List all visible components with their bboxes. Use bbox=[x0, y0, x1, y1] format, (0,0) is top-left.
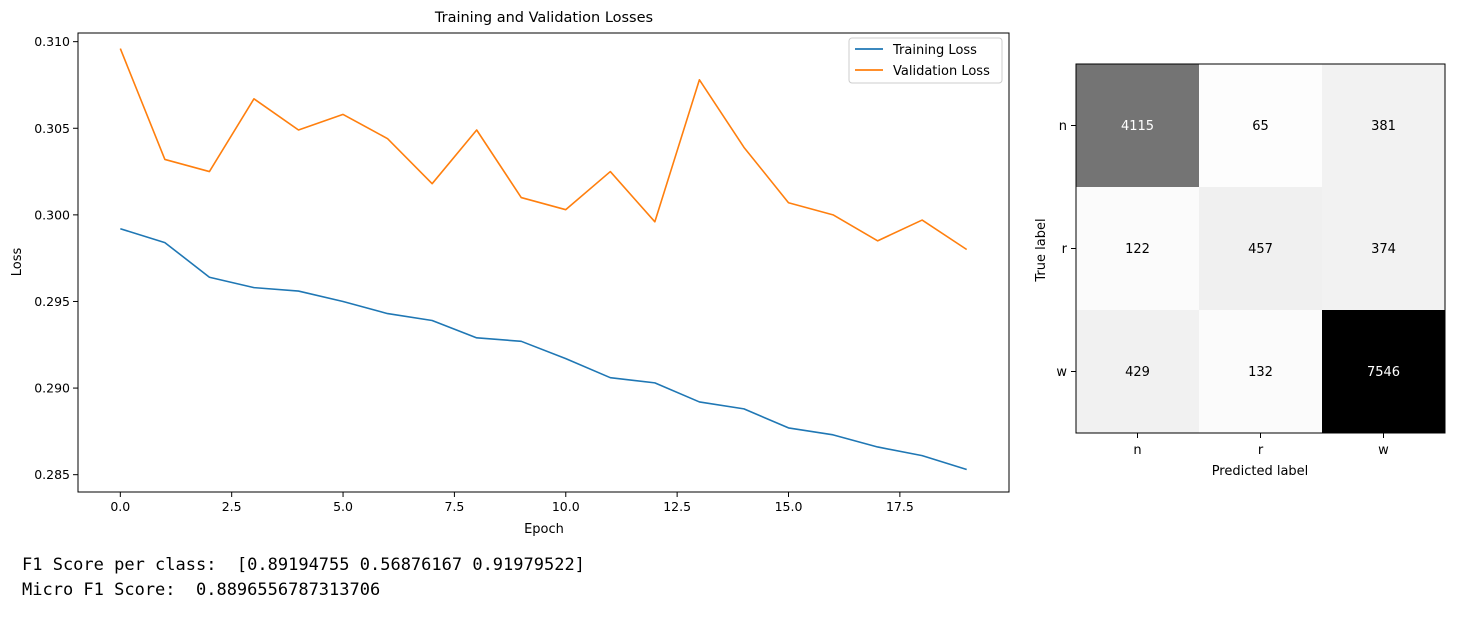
x-tick-label: 2.5 bbox=[222, 499, 242, 514]
legend-label-validation: Validation Loss bbox=[893, 64, 990, 79]
micro-f1-output: Micro F1 Score: 0.8896556787313706 bbox=[22, 580, 381, 600]
cell-value: 457 bbox=[1248, 242, 1273, 257]
loss-plot-frame bbox=[77, 32, 1010, 493]
x-tick-label: 0.0 bbox=[110, 499, 130, 514]
cell-value: 429 bbox=[1125, 365, 1150, 380]
y-tick-label: 0.290 bbox=[34, 381, 70, 396]
cell-n-n bbox=[1076, 64, 1199, 187]
legend-label-training: Training Loss bbox=[892, 43, 977, 58]
confusion-matrix-x-label: Predicted label bbox=[1212, 464, 1309, 479]
confusion-matrix-y-ticks: n r w bbox=[1056, 119, 1076, 380]
cell-n-r bbox=[1199, 64, 1322, 187]
x-tick-label: 15.0 bbox=[775, 499, 803, 514]
cm-x-tick-label: n bbox=[1133, 443, 1141, 458]
cell-value: 374 bbox=[1371, 242, 1396, 257]
series-line-training-loss bbox=[120, 227, 967, 471]
loss-legend: Training Loss Validation Loss bbox=[848, 37, 1003, 84]
legend-box bbox=[848, 37, 1003, 84]
loss-lines bbox=[119, 48, 968, 471]
confusion-matrix-cells: 4115 65 381 122 457 374 429 132 7546 bbox=[1076, 64, 1445, 433]
loss-y-axis-ticks: 0.285 0.290 0.295 0.300 0.305 0.310 bbox=[34, 34, 78, 482]
cell-w-r bbox=[1199, 310, 1322, 433]
y-tick-label: 0.295 bbox=[34, 294, 70, 309]
cm-x-tick-label: w bbox=[1378, 443, 1389, 458]
cell-r-r bbox=[1199, 187, 1322, 310]
cell-value: 132 bbox=[1248, 365, 1273, 380]
cell-value: 65 bbox=[1252, 119, 1269, 134]
loss-x-axis-ticks: 0.0 2.5 5.0 7.5 10.0 12.5 15.0 17.5 bbox=[110, 492, 914, 514]
f1-per-class-output: F1 Score per class: [0.89194755 0.568761… bbox=[22, 555, 585, 575]
cell-value: 381 bbox=[1371, 119, 1396, 134]
confusion-matrix-y-label: True label bbox=[1034, 218, 1049, 282]
loss-chart: Training and Validation Losses 0.0 2.5 5.0… bbox=[10, 10, 1010, 537]
cm-y-tick-label: r bbox=[1062, 242, 1068, 257]
cell-r-n bbox=[1076, 187, 1199, 310]
loss-chart-title: Training and Validation Losses bbox=[434, 10, 653, 26]
cell-w-w bbox=[1322, 310, 1445, 433]
x-tick-label: 7.5 bbox=[444, 499, 464, 514]
y-tick-label: 0.305 bbox=[34, 121, 70, 136]
cell-value: 122 bbox=[1125, 242, 1150, 257]
series-line-validation-loss bbox=[119, 48, 968, 251]
confusion-matrix: 4115 65 381 122 457 374 429 132 7546 n r w n r w Pre… bbox=[1034, 63, 1446, 479]
cm-x-tick-label: r bbox=[1258, 443, 1264, 458]
x-tick-label: 17.5 bbox=[886, 499, 914, 514]
x-tick-label: 10.0 bbox=[552, 499, 580, 514]
cm-y-tick-label: n bbox=[1059, 119, 1067, 134]
loss-y-axis-label: Loss bbox=[10, 248, 25, 277]
figure: Training and Validation Losses 0.0 2.5 5.0… bbox=[10, 10, 1446, 537]
cm-y-tick-label: w bbox=[1056, 365, 1067, 380]
cell-value: 7546 bbox=[1367, 365, 1400, 380]
y-tick-label: 0.300 bbox=[34, 207, 70, 222]
cell-value: 4115 bbox=[1121, 119, 1154, 134]
cell-r-w bbox=[1322, 187, 1445, 310]
x-tick-label: 5.0 bbox=[333, 499, 353, 514]
loss-x-axis-label: Epoch bbox=[524, 522, 564, 537]
x-tick-label: 12.5 bbox=[663, 499, 691, 514]
y-tick-label: 0.310 bbox=[34, 34, 70, 49]
y-tick-label: 0.285 bbox=[34, 467, 70, 482]
cell-w-n bbox=[1076, 310, 1199, 433]
cell-n-w bbox=[1322, 64, 1445, 187]
